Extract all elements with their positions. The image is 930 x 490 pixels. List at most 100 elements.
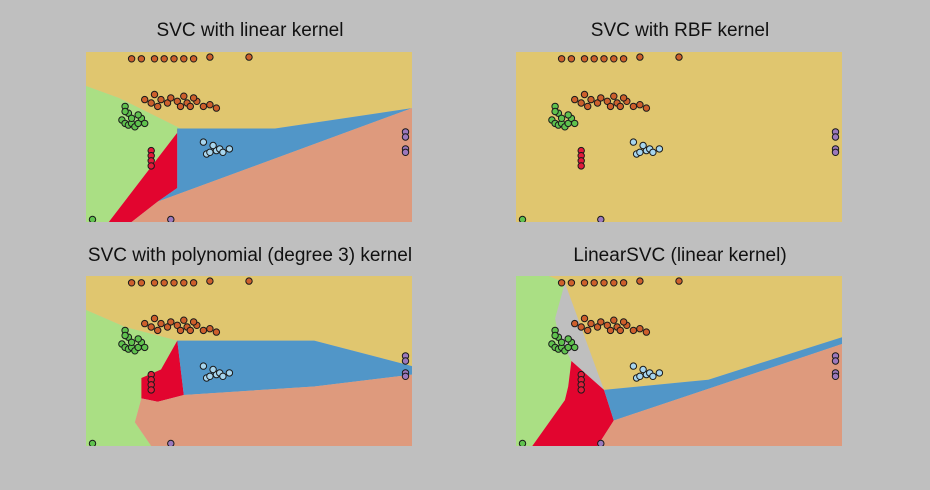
data-point-c0 <box>154 102 162 111</box>
data-point-c0 <box>141 95 149 104</box>
data-point-c1 <box>141 343 149 352</box>
data-point-c1 <box>121 107 129 116</box>
data-point-c0 <box>186 326 195 335</box>
data-point-c3 <box>206 372 214 381</box>
decision-region-c0 <box>516 52 842 222</box>
data-point-c0 <box>616 326 625 335</box>
data-point-c0 <box>590 279 598 287</box>
data-point-c0 <box>245 53 253 61</box>
data-point-c0 <box>619 318 628 326</box>
decision-region-c0 <box>86 52 412 129</box>
data-point-c0 <box>606 326 615 335</box>
data-point-c0 <box>186 102 195 111</box>
data-point-c0 <box>137 55 146 63</box>
data-point-c0 <box>206 325 214 333</box>
plot-area <box>86 52 412 222</box>
data-point-c0 <box>567 55 576 63</box>
data-point-c0 <box>600 55 608 63</box>
panel-linear: SVC with linear kernel <box>0 0 500 240</box>
data-point-c0 <box>557 279 566 287</box>
data-point-c0 <box>180 316 188 324</box>
data-point-c4 <box>831 133 840 141</box>
data-point-c0 <box>619 279 628 287</box>
data-point-c3 <box>219 148 227 157</box>
data-point-c3 <box>629 138 638 146</box>
data-point-c4 <box>831 357 840 365</box>
data-point-c3 <box>629 362 638 370</box>
chart-title: SVC with RBF kernel <box>590 20 770 41</box>
data-point-c0 <box>636 325 644 333</box>
data-point-c0 <box>610 316 618 324</box>
data-point-c0 <box>189 55 198 63</box>
data-point-c1 <box>571 119 579 128</box>
data-point-c0 <box>636 53 644 61</box>
data-point-c3 <box>209 141 217 150</box>
data-point-c0 <box>629 102 638 111</box>
data-point-c3 <box>225 145 234 153</box>
data-point-c3 <box>225 369 234 377</box>
data-point-c0 <box>127 279 136 287</box>
data-point-c1 <box>88 439 97 446</box>
data-point-c0 <box>584 102 592 111</box>
data-point-c0 <box>150 55 159 63</box>
data-point-c0 <box>580 314 589 323</box>
data-point-c0 <box>577 99 585 107</box>
panel-polynomial: SVC with polynomial (degree 3) kernel <box>0 240 500 480</box>
data-point-c0 <box>619 55 628 63</box>
data-point-c0 <box>173 321 182 329</box>
data-point-c0 <box>610 92 618 100</box>
data-point-c0 <box>206 277 214 285</box>
data-point-c0 <box>571 95 579 104</box>
data-point-c0 <box>150 314 159 323</box>
data-point-c0 <box>675 53 683 61</box>
data-point-c0 <box>176 326 185 335</box>
data-point-c0 <box>199 326 208 335</box>
data-point-c4 <box>597 439 605 446</box>
data-point-c0 <box>619 94 628 102</box>
data-point-c3 <box>206 148 214 157</box>
decision-region-c3 <box>604 337 842 421</box>
data-point-c0 <box>580 55 589 63</box>
data-point-c0 <box>127 55 136 63</box>
data-point-c3 <box>639 141 647 150</box>
data-point-c3 <box>655 369 664 377</box>
decision-region-c4 <box>597 344 842 446</box>
data-point-c0 <box>160 279 168 287</box>
data-point-c0 <box>629 326 638 335</box>
data-point-c3 <box>219 372 227 381</box>
data-point-c0 <box>675 277 683 285</box>
data-point-c3 <box>636 148 644 157</box>
data-point-c3 <box>209 365 217 374</box>
data-point-c4 <box>831 372 840 381</box>
data-point-c0 <box>580 90 589 99</box>
data-point-c0 <box>163 323 172 331</box>
data-point-c0 <box>603 321 612 329</box>
data-point-c0 <box>636 277 644 285</box>
data-point-c0 <box>180 279 188 287</box>
data-point-c3 <box>649 148 657 157</box>
data-point-c0 <box>636 101 644 109</box>
data-point-c0 <box>163 99 172 107</box>
data-point-c3 <box>199 362 208 370</box>
data-point-c0 <box>167 94 175 102</box>
data-point-c0 <box>150 279 159 287</box>
data-point-c0 <box>206 101 214 109</box>
decision-region-c1 <box>86 86 181 222</box>
data-point-c1 <box>564 111 572 119</box>
data-point-c0 <box>557 55 566 63</box>
decision-region-c0 <box>516 276 842 390</box>
panel-rbf: SVC with RBF kernel <box>430 0 930 240</box>
data-point-c4 <box>597 215 605 222</box>
chart-title: LinearSVC (linear kernel) <box>573 245 787 266</box>
data-point-c0 <box>147 323 155 331</box>
data-point-c0 <box>212 328 221 336</box>
data-point-c0 <box>137 279 146 287</box>
data-point-c0 <box>642 328 651 336</box>
data-point-c0 <box>580 279 589 287</box>
data-point-c2 <box>147 386 155 394</box>
data-point-c4 <box>401 357 410 365</box>
data-point-c0 <box>189 318 198 326</box>
data-point-c0 <box>189 279 198 287</box>
decision-region-c0 <box>86 276 412 367</box>
data-point-c0 <box>577 323 585 331</box>
